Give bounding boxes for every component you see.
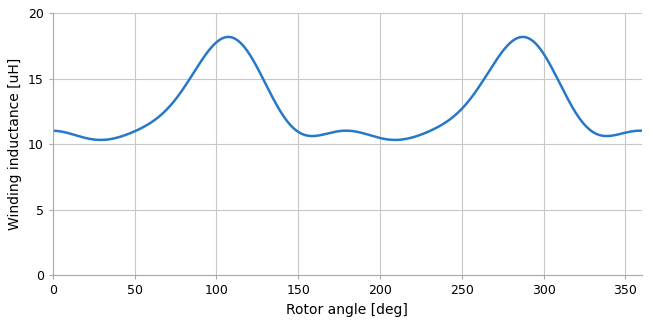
X-axis label: Rotor angle [deg]: Rotor angle [deg]	[286, 303, 408, 317]
Y-axis label: Winding inductance [uH]: Winding inductance [uH]	[8, 58, 22, 230]
